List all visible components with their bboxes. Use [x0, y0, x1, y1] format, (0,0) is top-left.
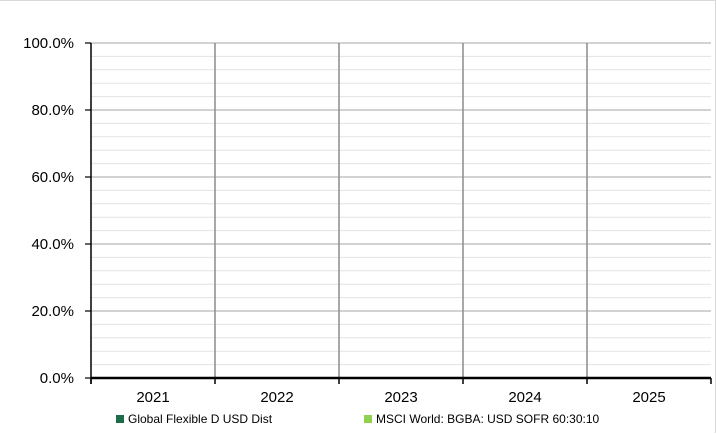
x-tick-label: 2021 [136, 389, 169, 406]
y-axis-tick-labels: 0.0% 20.0% 40.0% 60.0% 80.0% 100.0% [23, 35, 74, 387]
legend-swatch-global-flexible [116, 415, 124, 423]
legend-label-msci-world: MSCI World: BGBA: USD SOFR 60:30:10 [376, 412, 600, 426]
axes [85, 42, 712, 384]
y-tick-label: 0.0% [40, 370, 74, 387]
legend-swatch-msci-world [364, 415, 372, 423]
y-tick-label: 20.0% [31, 303, 74, 320]
x-axis-tick-labels: 2021 2022 2023 2024 2025 [136, 389, 665, 406]
y-tick-label: 80.0% [31, 102, 74, 119]
x-tick-label: 2024 [508, 389, 541, 406]
minor-gridlines [91, 55, 711, 366]
x-tick-label: 2022 [260, 389, 293, 406]
y-tick-label: 100.0% [23, 35, 74, 52]
legend: Global Flexible D USD Dist MSCI World: B… [116, 412, 600, 426]
y-tick-label: 40.0% [31, 236, 74, 253]
legend-label-global-flexible: Global Flexible D USD Dist [128, 412, 273, 426]
y-tick-label: 60.0% [31, 169, 74, 186]
category-dividers [214, 43, 588, 378]
major-gridlines [91, 42, 711, 312]
x-tick-label: 2025 [632, 389, 665, 406]
x-tick-label: 2023 [384, 389, 417, 406]
